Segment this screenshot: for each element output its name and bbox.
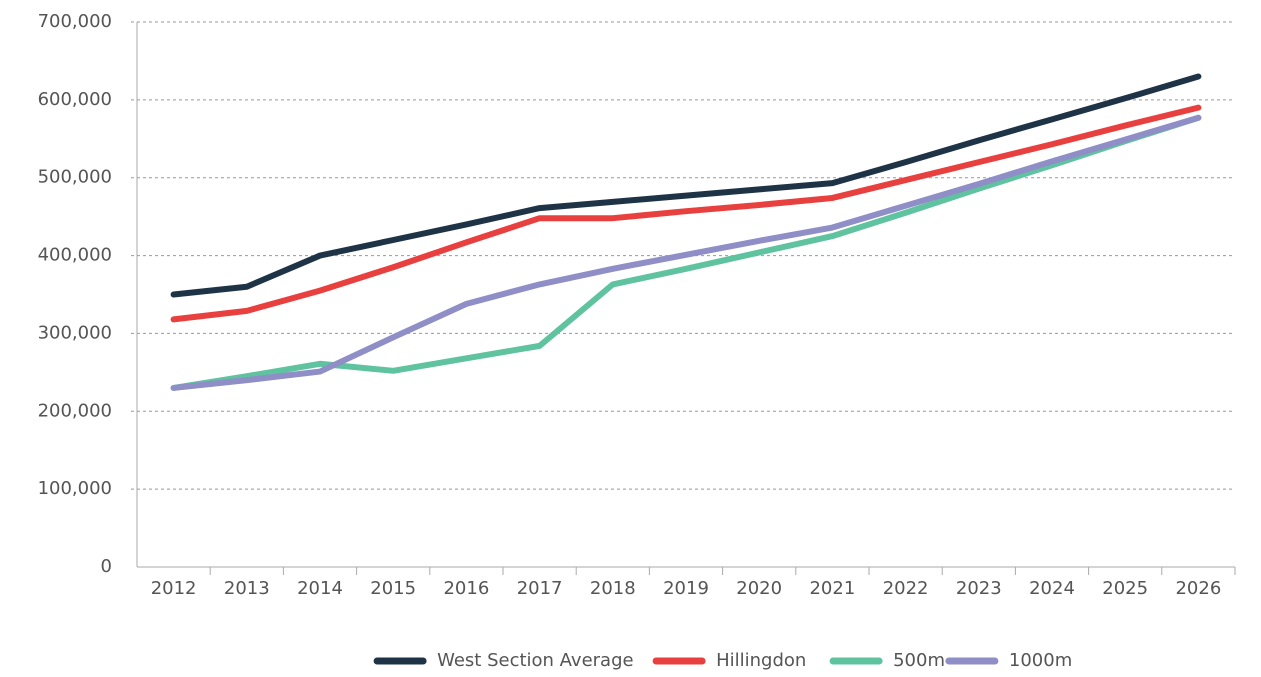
- legend-label: Hillingdon: [716, 650, 806, 671]
- x-tick-label: 2017: [517, 578, 563, 599]
- y-tick-label: 700,000: [38, 11, 112, 32]
- x-tick-label: 2012: [151, 578, 197, 599]
- x-tick-label: 2014: [297, 578, 343, 599]
- x-tick-label: 2015: [370, 578, 416, 599]
- x-tick-label: 2016: [443, 578, 489, 599]
- legend-label: 1000m: [1009, 650, 1072, 671]
- line-series: [170, 73, 1202, 298]
- x-tick-label: 2024: [1029, 578, 1075, 599]
- x-tick-label: 2013: [224, 578, 270, 599]
- x-tick-label: 2026: [1175, 578, 1221, 599]
- x-tick-label: 2021: [809, 578, 855, 599]
- legend-label: 500m: [893, 650, 945, 671]
- line-series: [170, 114, 1202, 391]
- y-tick-label: 100,000: [38, 478, 112, 499]
- y-tick-label: 0: [101, 556, 112, 577]
- legend-label: West Section Average: [437, 650, 633, 671]
- line-series: [170, 104, 1202, 323]
- y-tick-label: 500,000: [38, 167, 112, 188]
- y-tick-label: 200,000: [38, 400, 112, 421]
- x-tick-label: 2018: [590, 578, 636, 599]
- x-tick-label: 2020: [736, 578, 782, 599]
- x-tick-label: 2019: [663, 578, 709, 599]
- x-tick-label: 2023: [956, 578, 1002, 599]
- y-tick-label: 400,000: [38, 245, 112, 266]
- line-series: [170, 114, 1202, 391]
- x-tick-label: 2025: [1102, 578, 1148, 599]
- y-tick-label: 300,000: [38, 322, 112, 343]
- y-tick-label: 600,000: [38, 89, 112, 110]
- x-tick-label: 2022: [883, 578, 929, 599]
